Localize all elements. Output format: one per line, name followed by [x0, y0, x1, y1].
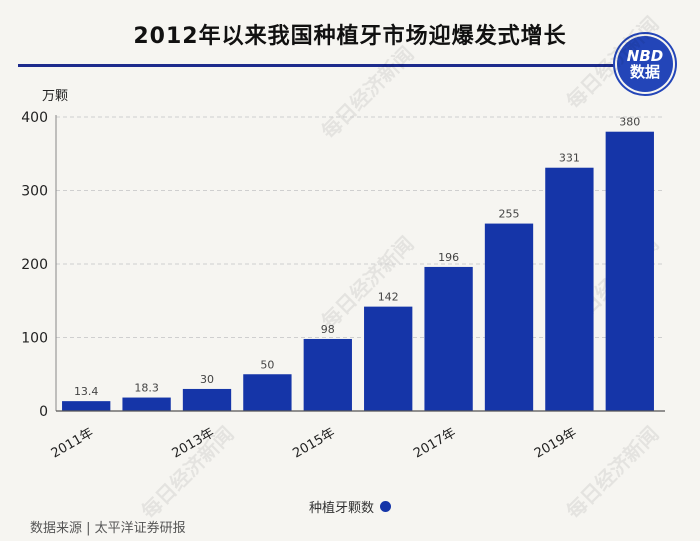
bar-2014年: [243, 374, 292, 411]
bar-value-label: 142: [378, 291, 399, 304]
chart-legend: 种植牙颗数: [0, 497, 700, 516]
x-tick-label: 2015年: [290, 425, 337, 461]
bar-value-label: 380: [619, 116, 640, 129]
x-tick-label: 2019年: [532, 425, 579, 461]
watermark-text: 每日经济新闻: [562, 12, 664, 114]
data-source-note: 数据来源 | 太平洋证券研报: [30, 521, 186, 536]
nbd-logo: NBD 数据: [617, 36, 673, 92]
y-tick-label: 300: [21, 184, 48, 200]
x-tick-label: 2017年: [411, 425, 458, 461]
bar-value-label: 18.3: [134, 382, 159, 395]
bar-value-label: 331: [559, 152, 580, 165]
y-tick-label: 400: [21, 110, 48, 126]
y-tick-label: 200: [21, 257, 48, 273]
y-tick-label: 0: [39, 404, 48, 420]
y-tick-label: 100: [21, 331, 48, 347]
legend-swatch: [380, 501, 391, 512]
logo-line-2: 数据: [629, 62, 660, 81]
bar-2017年: [424, 266, 473, 411]
bar-2011年: [62, 401, 111, 411]
watermark-text: 每日经济新闻: [317, 42, 419, 144]
bar-value-label: 13.4: [74, 385, 99, 398]
bar-2020年: [605, 131, 654, 411]
bar-2012年: [122, 397, 171, 411]
bar-value-label: 50: [260, 358, 274, 371]
bar-2013年: [182, 388, 232, 411]
bar-2019年: [545, 167, 594, 411]
bar-2015年: [303, 338, 352, 411]
x-tick-label: 2011年: [49, 425, 96, 461]
bar-2018年: [484, 223, 534, 411]
logo-line-1: NBD: [626, 46, 664, 65]
bar-value-label: 30: [200, 373, 214, 386]
page-title: 2012年以来我国种植牙市场迎爆发式增长: [133, 24, 567, 49]
bar-value-label: 196: [438, 251, 459, 264]
bar-value-label: 255: [499, 208, 520, 221]
bar-value-label: 98: [321, 323, 335, 336]
bar-2016年: [364, 306, 413, 411]
title-divider: [18, 64, 630, 67]
y-axis-unit-label: 万颗: [42, 89, 69, 104]
legend-label: 种植牙颗数: [308, 501, 374, 516]
